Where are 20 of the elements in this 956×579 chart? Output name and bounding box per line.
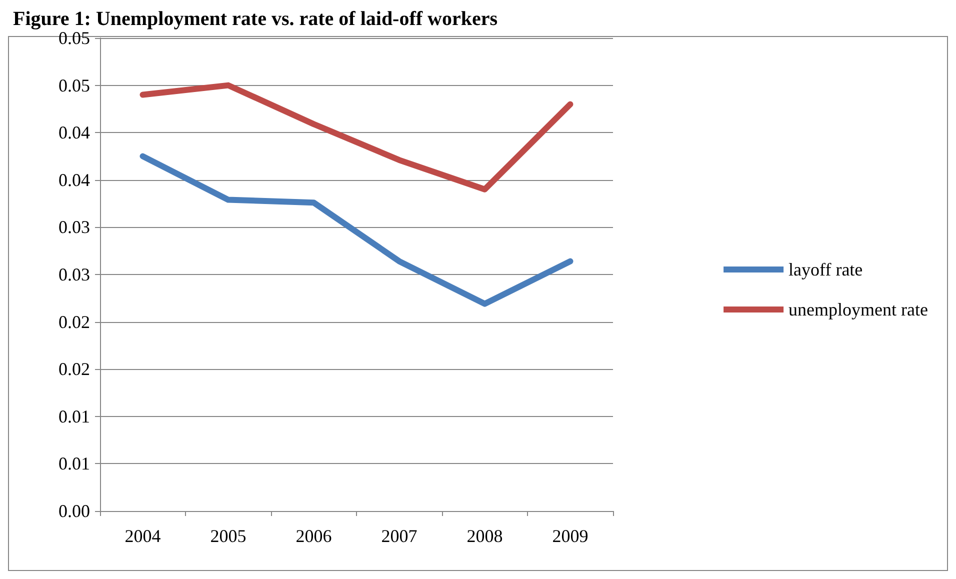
y-tick-label: 0.01 bbox=[58, 454, 90, 474]
y-tick-label: 0.04 bbox=[58, 170, 90, 190]
y-tick-label: 0.04 bbox=[58, 122, 90, 143]
x-tick-label: 2009 bbox=[552, 526, 588, 546]
chart-title: Figure 1: Unemployment rate vs. rate of laid-off workers bbox=[13, 8, 498, 30]
legend-label: unemployment rate bbox=[788, 300, 928, 320]
legend-label: layoff rate bbox=[788, 260, 863, 280]
y-tick-label: 0.00 bbox=[58, 501, 90, 521]
y-tick-label: 0.05 bbox=[58, 75, 90, 96]
y-tick-label: 0.02 bbox=[58, 359, 90, 380]
y-tick-label: 0.05 bbox=[58, 28, 90, 48]
x-tick-label: 2006 bbox=[296, 526, 332, 546]
y-tick-label: 0.03 bbox=[58, 264, 90, 284]
y-tick-label: 0.01 bbox=[58, 406, 90, 426]
x-tick-label: 2008 bbox=[466, 526, 503, 546]
x-tick-label: 2007 bbox=[381, 526, 418, 546]
x-tick-label: 2005 bbox=[210, 526, 246, 546]
y-tick-label: 0.03 bbox=[58, 217, 90, 238]
y-tick-label: 0.02 bbox=[58, 312, 90, 332]
x-tick-label: 2004 bbox=[124, 526, 161, 546]
